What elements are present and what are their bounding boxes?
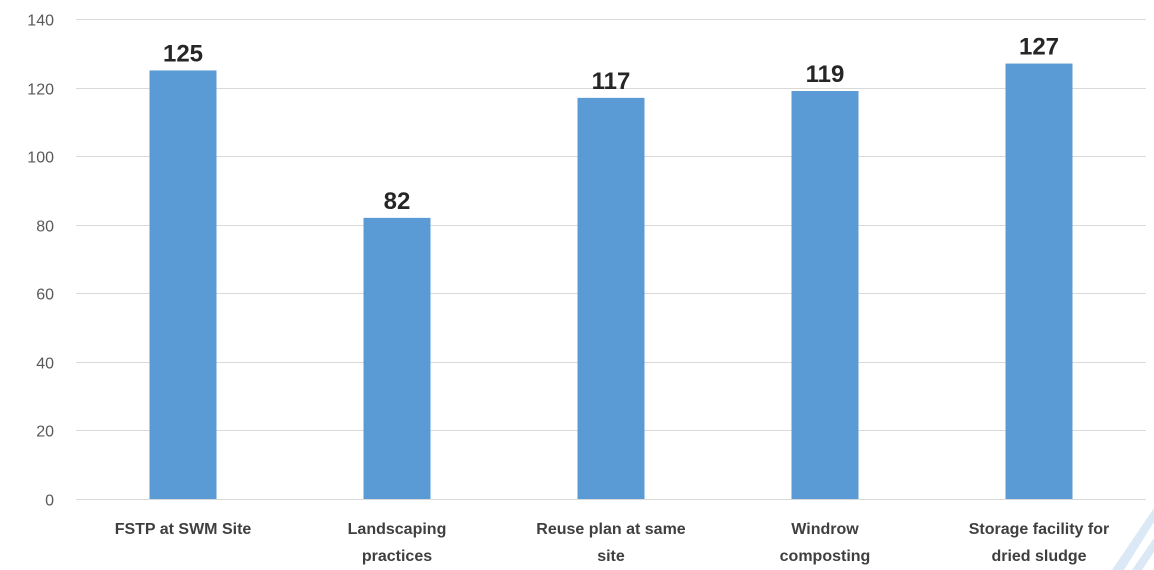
y-tick-label: 60 (36, 287, 54, 304)
bar (363, 217, 431, 499)
x-tick-label: Reuse plan at same site (536, 521, 686, 565)
data-label: 117 (592, 68, 631, 95)
y-tick-label: 40 (36, 356, 54, 373)
x-tick-label: Windrow composting (780, 521, 871, 565)
y-tick-label: 100 (27, 150, 54, 167)
bars (149, 63, 1073, 499)
watermark-stripe (1112, 508, 1154, 570)
bar (577, 97, 645, 499)
x-tick-label: Storage facility for dried sludge (969, 521, 1109, 565)
bar (791, 91, 859, 499)
x-tick-label: Landscaping practices (348, 521, 447, 565)
x-axis-ticks: FSTP at SWM Site Landscaping practices Reus… (115, 521, 1110, 565)
watermark-stripe (1132, 538, 1154, 570)
bar (1005, 63, 1073, 499)
data-label: 82 (384, 188, 411, 215)
y-tick-label: 80 (36, 219, 54, 236)
bar (149, 70, 217, 499)
watermark-decoration (1112, 508, 1154, 570)
y-tick-label: 120 (27, 82, 54, 99)
y-axis-ticks: 0 20 40 60 80 100 120 140 (27, 13, 54, 510)
y-tick-label: 0 (45, 493, 54, 510)
x-tick-label: FSTP at SWM Site (115, 521, 252, 538)
data-labels: 125 82 117 119 127 (163, 34, 1059, 215)
data-label: 127 (1019, 34, 1059, 61)
data-label: 125 (163, 40, 203, 67)
y-tick-label: 20 (36, 424, 54, 441)
y-tick-label: 140 (27, 13, 54, 30)
data-label: 119 (806, 61, 845, 88)
